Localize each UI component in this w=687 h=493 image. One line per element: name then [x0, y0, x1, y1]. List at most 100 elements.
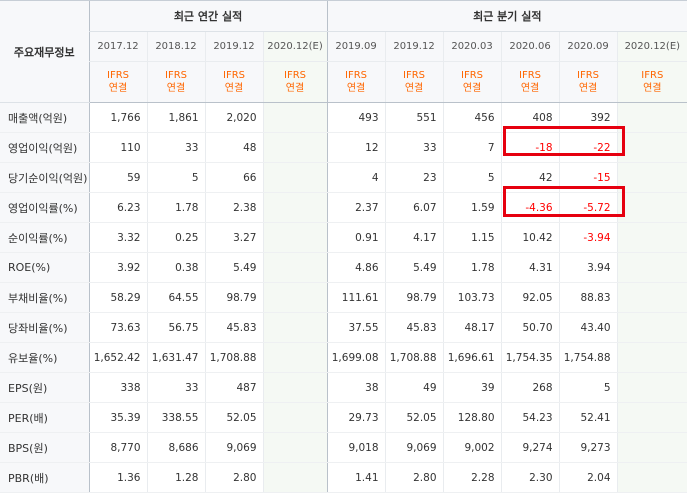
value-cell: 2.04 [558, 462, 618, 493]
value-cell: 3.27 [204, 222, 263, 253]
value-cell [262, 102, 328, 133]
table-row: 매출액(억원) 1,766 1,861 2,020 493 551 456 408 392 [0, 102, 687, 133]
ifrs-header-2: IFRS 연결 [204, 61, 263, 103]
value-cell: 1.36 [88, 462, 147, 493]
value-cell [616, 132, 687, 163]
value-cell [616, 192, 687, 223]
value-cell [616, 252, 687, 283]
value-cell: 1,696.61 [442, 342, 502, 373]
row-label: 영업이익률(%) [0, 192, 89, 223]
value-cell: 12 [326, 132, 386, 163]
value-cell [262, 192, 328, 223]
ifrs-label: IFRS [345, 70, 368, 81]
value-cell: 0.91 [326, 222, 386, 253]
period-header-3: 2020.12(E) [262, 31, 328, 62]
ifrs-label: IFRS [223, 70, 245, 81]
value-cell: 73.63 [88, 312, 147, 343]
value-cell: 487 [204, 372, 263, 403]
consolidated-label: 연결 [166, 83, 186, 94]
value-cell: 1.15 [442, 222, 502, 253]
period-header-5: 2019.12 [384, 31, 444, 62]
row-label: 부채비율(%) [0, 282, 89, 313]
value-cell: 6.23 [88, 192, 147, 223]
value-cell [262, 132, 328, 163]
row-label: 당기순이익(억원) [0, 162, 89, 193]
value-cell: 1.41 [326, 462, 386, 493]
period-header-1: 2018.12 [146, 31, 205, 62]
value-cell [262, 402, 328, 433]
table-row: PER(배) 35.39 338.55 52.05 29.73 52.05 128.80 54… [0, 402, 687, 433]
value-cell [616, 402, 687, 433]
value-cell: 1,708.88 [384, 342, 444, 373]
value-cell [262, 222, 328, 253]
value-cell: 1,699.08 [326, 342, 386, 373]
value-cell: -4.36 [500, 192, 560, 223]
value-cell: 1,708.88 [204, 342, 263, 373]
consolidated-label: 연결 [520, 83, 540, 94]
value-cell: 1.28 [146, 462, 205, 493]
value-cell: 3.32 [88, 222, 147, 253]
value-cell [262, 372, 328, 403]
value-cell: 9,069 [204, 432, 263, 463]
value-cell: 1.59 [442, 192, 502, 223]
ifrs-label: IFRS [107, 70, 129, 81]
value-cell [262, 162, 328, 193]
value-cell: 43.40 [558, 312, 618, 343]
period-header-2: 2019.12 [204, 31, 263, 62]
row-label: PER(배) [0, 402, 89, 433]
period-header-0: 2017.12 [88, 31, 147, 62]
table-row: PBR(배) 1.36 1.28 2.80 1.41 2.80 2.28 2.30 2.04 [0, 462, 687, 493]
ifrs-header-9: IFRS 연결 [616, 61, 687, 103]
header-label: 주요재무정보 [0, 0, 89, 103]
value-cell [616, 222, 687, 253]
table-row: 당기순이익(억원) 59 5 66 4 23 5 42 -15 [0, 162, 687, 193]
value-cell: 408 [500, 102, 560, 133]
value-cell: 2.80 [384, 462, 444, 493]
value-cell: -3.94 [558, 222, 618, 253]
value-cell: 0.25 [146, 222, 205, 253]
value-cell: 5 [558, 372, 618, 403]
ifrs-header-7: IFRS 연결 [500, 61, 560, 103]
value-cell: 110 [88, 132, 147, 163]
value-cell: 56.75 [146, 312, 205, 343]
value-cell: 456 [442, 102, 502, 133]
value-cell [616, 102, 687, 133]
value-cell: 48.17 [442, 312, 502, 343]
value-cell: -18 [500, 132, 560, 163]
value-cell: 33 [146, 372, 205, 403]
value-cell: 9,273 [558, 432, 618, 463]
period-header-9: 2020.12(E) [616, 31, 687, 62]
table-row: BPS(원) 8,770 8,686 9,069 9,018 9,069 9,002 9,27… [0, 432, 687, 463]
value-cell [616, 342, 687, 373]
row-label: EPS(원) [0, 372, 89, 403]
value-cell [616, 162, 687, 193]
ifrs-label: IFRS [519, 70, 542, 81]
value-cell [262, 462, 328, 493]
ifrs-label: IFRS [641, 70, 664, 81]
value-cell: 103.73 [442, 282, 502, 313]
value-cell: 1,754.35 [500, 342, 560, 373]
value-cell: 2,020 [204, 102, 263, 133]
value-cell [262, 282, 328, 313]
value-cell: 92.05 [500, 282, 560, 313]
value-cell: 29.73 [326, 402, 386, 433]
value-cell: 2.30 [500, 462, 560, 493]
ifrs-header-3: IFRS 연결 [262, 61, 328, 103]
value-cell: 33 [146, 132, 205, 163]
value-cell: 551 [384, 102, 444, 133]
value-cell: 9,018 [326, 432, 386, 463]
value-cell: 1,754.88 [558, 342, 618, 373]
value-cell: 9,002 [442, 432, 502, 463]
row-label: 유보율(%) [0, 342, 89, 373]
value-cell: 33 [384, 132, 444, 163]
period-header-8: 2020.09 [558, 31, 618, 62]
value-cell: 59 [88, 162, 147, 193]
value-cell: 48 [204, 132, 263, 163]
ifrs-header-4: IFRS 연결 [326, 61, 386, 103]
value-cell: 1,861 [146, 102, 205, 133]
table-row: 당좌비율(%) 73.63 56.75 45.83 37.55 45.83 48.17 50.… [0, 312, 687, 343]
value-cell: 35.39 [88, 402, 147, 433]
value-cell: 37.55 [326, 312, 386, 343]
row-label: 영업이익(억원) [0, 132, 89, 163]
value-cell: 7 [442, 132, 502, 163]
